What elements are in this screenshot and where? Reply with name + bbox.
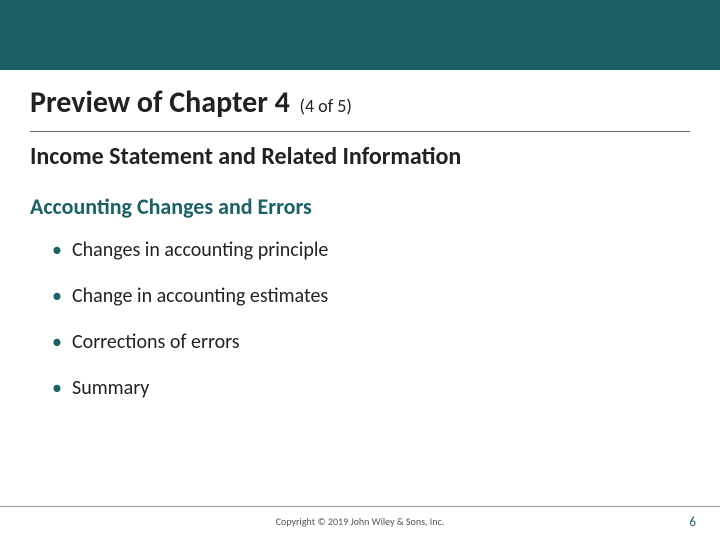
list-item: Corrections of errors [52, 330, 690, 354]
title-counter: (4 of 5) [300, 95, 352, 117]
subtitle: Income Statement and Related Information [30, 142, 690, 171]
bullet-list: Changes in accounting principle Change i… [30, 238, 690, 400]
copyright-text: Copyright © 2019 John Wiley & Sons, Inc. [0, 515, 720, 528]
list-item: Change in accounting estimates [52, 284, 690, 308]
title-block: Preview of Chapter 4 (4 of 5) [30, 84, 690, 132]
footer: Copyright © 2019 John Wiley & Sons, Inc.… [0, 506, 720, 528]
list-item: Summary [52, 376, 690, 400]
section-heading: Accounting Changes and Errors [30, 193, 690, 220]
chapter-title: Preview of Chapter 4 [30, 84, 290, 121]
slide-content: Preview of Chapter 4 (4 of 5) Income Sta… [0, 70, 720, 400]
page-number: 6 [689, 515, 696, 530]
list-item: Changes in accounting principle [52, 238, 690, 262]
top-bar [0, 0, 720, 70]
